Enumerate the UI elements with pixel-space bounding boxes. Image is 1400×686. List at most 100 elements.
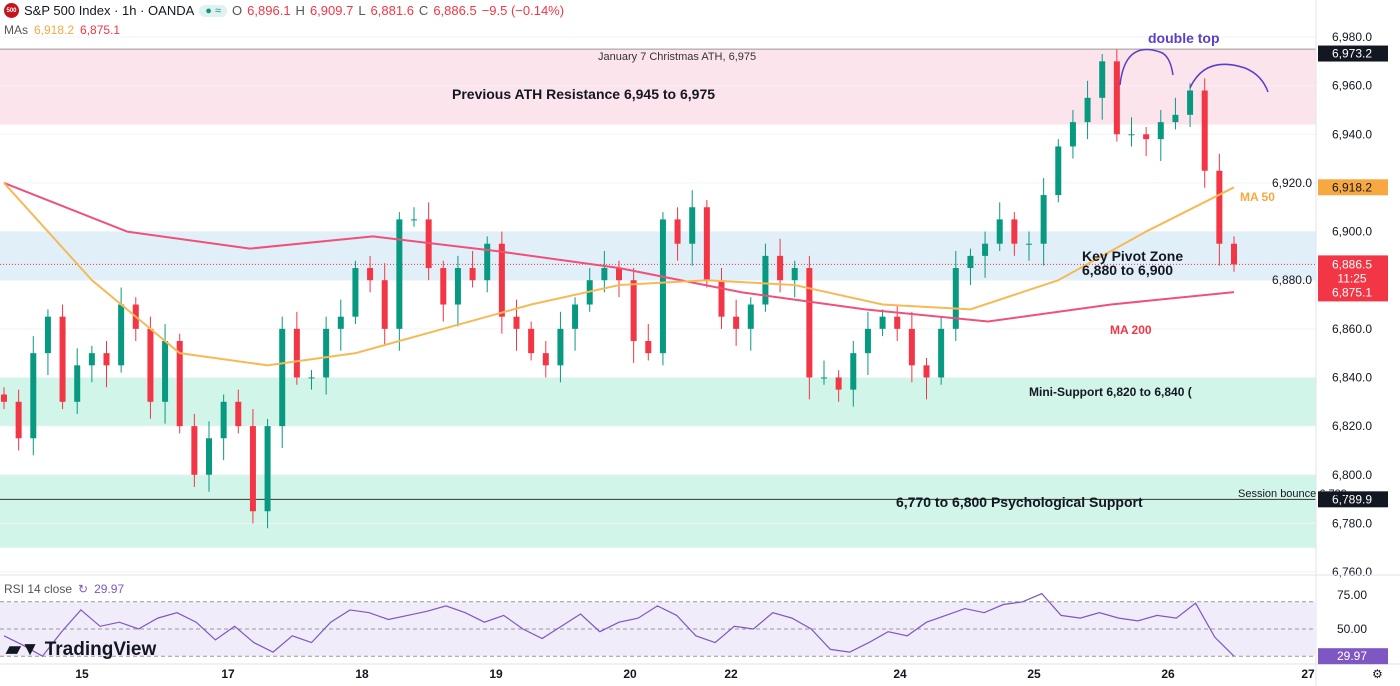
candle: [59, 316, 66, 402]
y-tick-label: 6,800.0: [1332, 468, 1372, 482]
rsi-badge: [1318, 648, 1388, 665]
candle: [1172, 114, 1179, 123]
ma50-price-badge: [1318, 179, 1388, 196]
candle: [542, 353, 549, 366]
session-price-badge-text: 6,789.9: [1332, 492, 1372, 506]
candle: [74, 365, 81, 402]
y-tick-label: 6,760.0: [1332, 565, 1372, 579]
x-tick-label: 15: [75, 667, 89, 681]
candle: [616, 268, 622, 281]
candle: [44, 316, 51, 354]
rsi-badge-text: 29.97: [1337, 649, 1367, 663]
candle: [674, 219, 681, 244]
rsi-tick: 50.00: [1337, 622, 1367, 636]
symbol-title[interactable]: S&P 500 Index · 1h · OANDA: [24, 3, 195, 18]
candle: [1128, 134, 1135, 136]
candle: [967, 255, 974, 269]
candle: [1040, 195, 1047, 244]
candle: [103, 353, 110, 366]
candle: [249, 426, 256, 512]
refresh-icon[interactable]: ↻: [78, 582, 89, 596]
pivot-label: Key Pivot Zone: [1082, 248, 1183, 264]
candle: [791, 268, 798, 281]
candle: [952, 268, 959, 329]
candle: [835, 377, 842, 390]
y-tick-label: 6,860.0: [1332, 322, 1372, 336]
candle: [1, 394, 7, 402]
candle: [630, 280, 637, 341]
x-tick-label: 24: [893, 667, 907, 681]
symbol-logo: 500: [4, 3, 19, 18]
pivot-range-label: 6,880 to 6,900: [1082, 262, 1173, 278]
candle: [484, 243, 491, 281]
candle: [923, 365, 930, 378]
y-tick-label: 6,920.0: [1272, 176, 1312, 190]
candle: [1216, 170, 1223, 244]
ath-label: January 7 Christmas ATH, 6,975: [598, 51, 756, 63]
candle: [440, 268, 447, 305]
candle: [513, 316, 520, 329]
market-status-icon[interactable]: ● ≈: [199, 4, 228, 17]
candle: [1113, 61, 1120, 135]
ma200-price-badge-text: 6,875.1: [1332, 285, 1372, 299]
candle: [733, 316, 740, 329]
psych-support-label: 6,770 to 6,800 Psychological Support: [896, 494, 1143, 510]
candle: [235, 401, 242, 427]
ath-price-badge: [1318, 45, 1388, 62]
session-price-badge: [1318, 491, 1388, 508]
candle: [147, 328, 154, 402]
double-top-arc: [1189, 63, 1269, 93]
psych-support-zone: [0, 474, 1316, 548]
resistance-label: Previous ATH Resistance 6,945 to 6,975: [452, 86, 715, 102]
candle: [806, 268, 813, 378]
open-value: 6,896.1: [247, 3, 291, 18]
candle: [850, 353, 857, 390]
candle: [996, 219, 1003, 244]
candle: [323, 328, 330, 378]
mini-support-zone: [0, 377, 1316, 427]
x-tick-label: 22: [724, 667, 738, 681]
countdown: 11:25: [1337, 271, 1366, 285]
x-tick-label: 18: [355, 667, 369, 681]
session-label: Session bounce 6,789: [1238, 488, 1347, 500]
x-tick-label: 20: [623, 667, 637, 681]
current-price-badge: [1318, 255, 1388, 302]
candle: [938, 328, 945, 378]
candle: [718, 280, 725, 317]
candle: [821, 377, 827, 379]
candle: [528, 328, 535, 354]
double-top-arc: [1119, 48, 1174, 86]
candle: [352, 268, 359, 317]
chart-legend: 500 S&P 500 Index · 1h · OANDA ● ≈ O 6,89…: [4, 3, 564, 18]
x-tick-label: 26: [1161, 667, 1175, 681]
y-tick-label: 6,780.0: [1332, 516, 1372, 530]
candle: [982, 243, 989, 256]
low-value: 6,881.6: [370, 3, 414, 18]
candle: [747, 304, 754, 329]
candle: [30, 353, 37, 439]
candle: [191, 426, 198, 475]
candle: [396, 219, 403, 329]
close-value: 6,886.5: [433, 3, 477, 18]
high-value: 6,909.7: [309, 3, 354, 18]
candle: [469, 268, 476, 281]
candle: [1231, 243, 1237, 265]
candle: [572, 304, 579, 329]
rsi-tick: 75.00: [1337, 588, 1367, 602]
candle: [381, 280, 388, 329]
settings-icon[interactable]: ⚙: [1372, 667, 1383, 681]
candle: [645, 341, 652, 354]
x-tick-label: 19: [489, 667, 503, 681]
tradingview-logo[interactable]: ▰▼ TradingView: [6, 639, 157, 660]
x-tick-label: 25: [1027, 667, 1041, 681]
ma50-line: [3, 182, 1235, 367]
candle: [703, 207, 710, 281]
candle: [1187, 90, 1194, 115]
candle: [293, 328, 300, 378]
candle: [1026, 243, 1032, 245]
ma200-line: [3, 181, 1235, 323]
ma200-value: 6,875.1: [80, 23, 121, 37]
candle: [15, 401, 22, 439]
ma200-label: MA 200: [1110, 323, 1152, 337]
